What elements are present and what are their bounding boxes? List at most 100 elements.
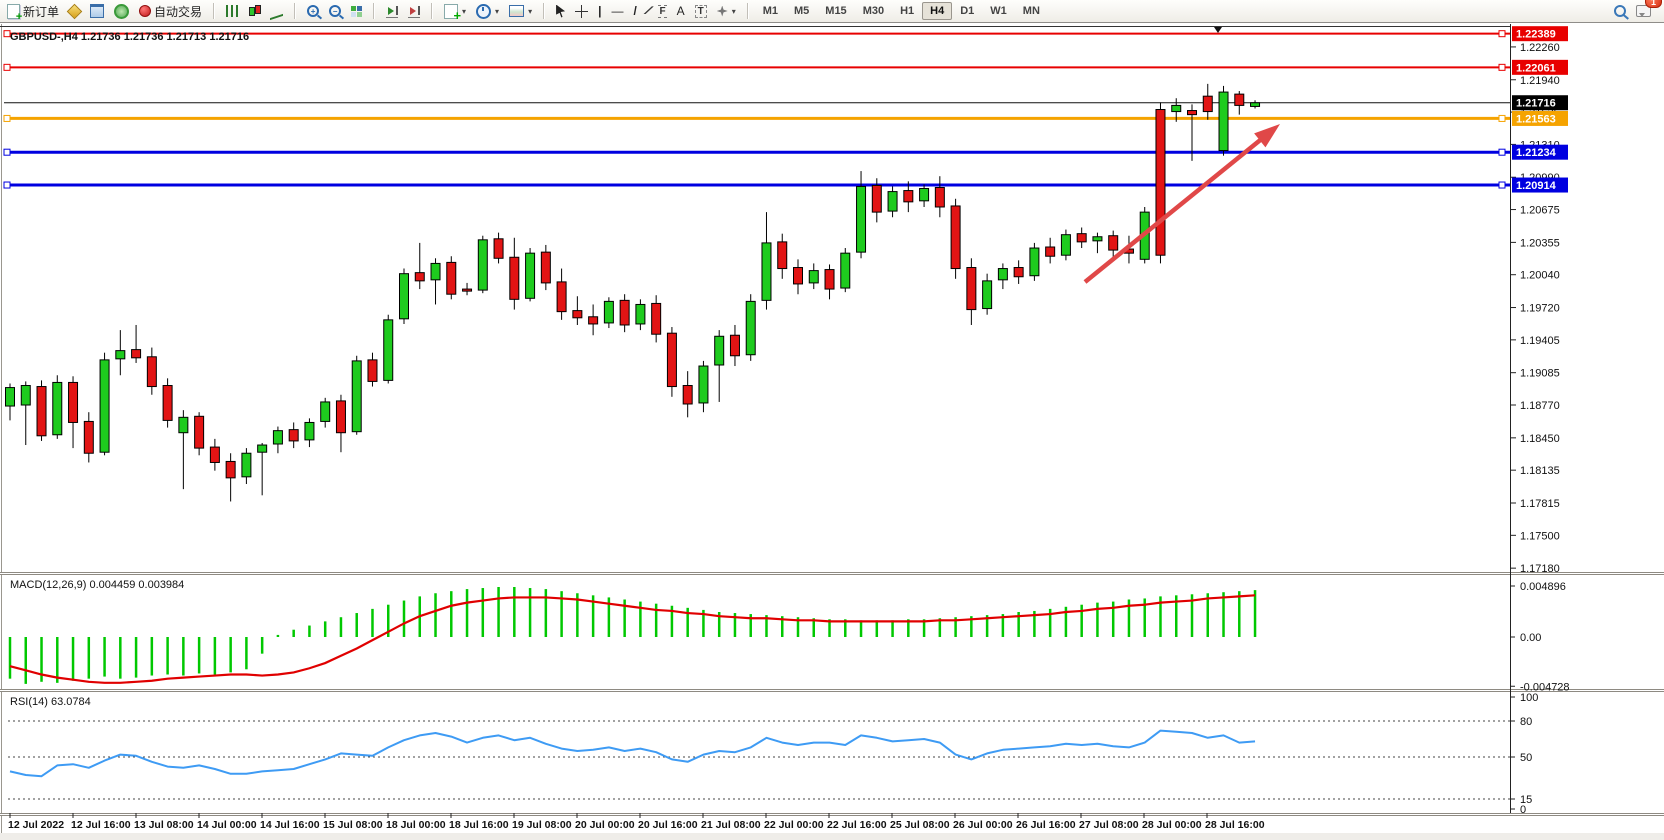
- svg-text:14 Jul 00:00: 14 Jul 00:00: [197, 819, 257, 831]
- channel-button[interactable]: ∕∕: [642, 0, 654, 22]
- periods-button[interactable]: ▾: [471, 0, 504, 22]
- tile-windows-button[interactable]: [346, 0, 367, 22]
- svg-text:27 Jul 08:00: 27 Jul 08:00: [1079, 819, 1139, 831]
- timeframe-h4-button[interactable]: H4: [922, 2, 953, 20]
- timeframe-d1-button[interactable]: D1: [960, 5, 975, 17]
- svg-text:1.18135: 1.18135: [1520, 465, 1560, 477]
- resistance-line-2-handle[interactable]: [3, 63, 11, 71]
- line-chart-icon: [270, 2, 284, 20]
- trendline-button[interactable]: /: [628, 0, 641, 22]
- timeframe-m30-button[interactable]: M30: [862, 5, 885, 17]
- support-line-2-handle[interactable]: [3, 181, 11, 189]
- bar-chart-button[interactable]: [221, 0, 243, 22]
- arrows-button[interactable]: ▾: [712, 0, 741, 22]
- candles-layer: [5, 83, 1261, 502]
- chart-canvas[interactable]: 1.222601.219401.216251.213101.209901.206…: [0, 24, 1664, 840]
- new-order-button[interactable]: + 新订单: [2, 0, 64, 22]
- support-line-2-handle[interactable]: [1498, 181, 1506, 189]
- support-line-1-handle[interactable]: [3, 148, 11, 156]
- text-label-icon: T: [694, 4, 707, 18]
- horizontal-line-button[interactable]: —: [606, 0, 628, 22]
- fibonacci-button[interactable]: F: [653, 0, 671, 22]
- crosshair-icon: [575, 4, 589, 18]
- timeframe-m15-button[interactable]: M15: [825, 5, 847, 17]
- resistance-line-1-price-badge: [1512, 26, 1568, 42]
- horizontal-line-icon: —: [611, 4, 624, 18]
- metaeditor-button[interactable]: [64, 0, 85, 22]
- candlestick-chart-button[interactable]: [243, 0, 265, 22]
- timeframe-w1-button[interactable]: W1: [990, 5, 1007, 17]
- toolbar-separator: [543, 3, 546, 19]
- search-button[interactable]: [1609, 0, 1631, 22]
- svg-text:13 Jul 08:00: 13 Jul 08:00: [134, 819, 194, 831]
- crosshair-button[interactable]: [570, 0, 593, 22]
- tile-windows-icon: [351, 5, 363, 17]
- pivot-line-price-badge: [1512, 110, 1568, 126]
- auto-scroll-button[interactable]: [381, 0, 403, 22]
- svg-text:1.20040: 1.20040: [1520, 270, 1560, 282]
- resistance-line-2-handle[interactable]: [1498, 63, 1506, 71]
- zoom-in-button[interactable]: +: [302, 0, 324, 22]
- cursor-button[interactable]: [551, 0, 570, 22]
- resistance-line-2-price-badge: [1512, 59, 1568, 75]
- vertical-line-icon: |: [598, 4, 602, 18]
- bar-chart-icon: [226, 5, 239, 17]
- timeframe-m1-button[interactable]: M1: [762, 5, 778, 17]
- timeframe-m5-button[interactable]: M5: [794, 5, 810, 17]
- svg-text:0.004896: 0.004896: [1520, 581, 1566, 593]
- svg-text:12 Jul 2022: 12 Jul 2022: [8, 819, 64, 831]
- svg-text:1.18770: 1.18770: [1520, 400, 1560, 412]
- auto-trading-button[interactable]: 自动交易: [134, 0, 207, 22]
- terminal-window-icon: [90, 4, 105, 18]
- svg-text:1.19405: 1.19405: [1520, 335, 1560, 347]
- svg-text:28 Jul 00:00: 28 Jul 00:00: [1142, 819, 1202, 831]
- toolbar-group-objects: ▾ ▾ ▾: [437, 0, 539, 23]
- svg-text:1.22389: 1.22389: [1516, 29, 1556, 41]
- svg-text:100: 100: [1520, 692, 1538, 704]
- svg-text:1.20355: 1.20355: [1520, 237, 1560, 249]
- svg-text:28 Jul 16:00: 28 Jul 16:00: [1205, 819, 1265, 831]
- search-icon: [1614, 5, 1626, 17]
- svg-text:0.00: 0.00: [1520, 632, 1541, 644]
- zoom-out-icon: −: [329, 5, 342, 17]
- label-button[interactable]: T: [690, 0, 712, 22]
- svg-text:22 Jul 16:00: 22 Jul 16:00: [827, 819, 887, 831]
- shapes-icon: [716, 5, 728, 17]
- line-chart-button[interactable]: [265, 0, 288, 22]
- auto-trading-label: 自动交易: [154, 4, 203, 19]
- svg-text:12 Jul 16:00: 12 Jul 16:00: [71, 819, 131, 831]
- resistance-line-1-handle[interactable]: [1498, 30, 1506, 38]
- resistance-line-1-handle[interactable]: [3, 30, 11, 38]
- terminal-panel-button[interactable]: [85, 0, 109, 22]
- chart-labels: GBPUSD-,H4 1.21736 1.21736 1.21713 1.217…: [10, 31, 249, 708]
- svg-text:50: 50: [1520, 752, 1532, 764]
- macd-layer: [8, 586, 1257, 684]
- svg-text:1.19085: 1.19085: [1520, 368, 1560, 380]
- svg-text:15: 15: [1520, 794, 1532, 806]
- macd-label: MACD(12,26,9) 0.004459 0.003984: [10, 579, 184, 591]
- text-tool-icon: A: [676, 4, 685, 18]
- support-line-1-handle[interactable]: [1498, 148, 1506, 156]
- pivot-line-handle[interactable]: [3, 114, 11, 122]
- chevron-down-icon: ▾: [495, 6, 500, 16]
- text-button[interactable]: A: [672, 0, 690, 22]
- templates-button[interactable]: ▾: [504, 0, 537, 22]
- chart-objects: [1083, 27, 1280, 284]
- vertical-line-button[interactable]: |: [593, 0, 606, 22]
- marker-triangle[interactable]: [1214, 27, 1222, 33]
- timeframe-h1-button[interactable]: H1: [900, 5, 915, 17]
- trend-arrow-head[interactable]: [1254, 124, 1280, 148]
- notifications-button[interactable]: 1: [1631, 0, 1662, 22]
- pivot-line-handle[interactable]: [1498, 114, 1506, 122]
- chart-shift-button[interactable]: [403, 0, 425, 22]
- svg-text:20 Jul 16:00: 20 Jul 16:00: [638, 819, 698, 831]
- new-order-label: 新订单: [23, 4, 60, 19]
- current-price-line-price-badge: [1512, 95, 1568, 111]
- toolbar-separator: [294, 3, 297, 19]
- trend-arrow[interactable]: [1083, 133, 1268, 284]
- zoom-out-button[interactable]: −: [324, 0, 346, 22]
- timeframe-mn-button[interactable]: MN: [1022, 5, 1040, 17]
- indicators-button[interactable]: ▾: [439, 0, 471, 23]
- clock-icon: [476, 3, 492, 19]
- signals-button[interactable]: [109, 0, 134, 22]
